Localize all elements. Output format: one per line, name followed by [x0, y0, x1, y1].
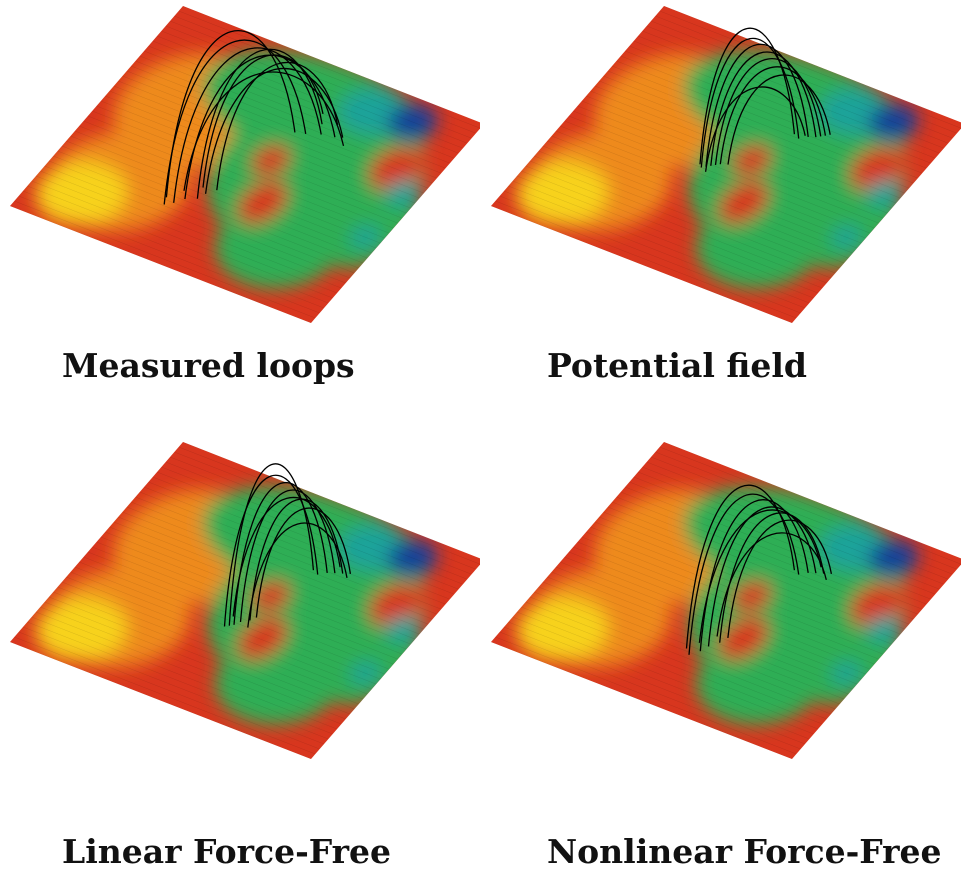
blue-region: [868, 540, 919, 576]
field-loop: [223, 474, 319, 627]
red-region: [251, 581, 290, 612]
green-region: [202, 50, 426, 171]
magnetogram-plot: [10, 442, 480, 759]
field-loop: [698, 509, 822, 643]
field-loop: [232, 496, 341, 617]
red-region: [849, 147, 905, 191]
field-loop: [183, 71, 345, 191]
surface-texture: [10, 6, 480, 323]
teal-region: [866, 179, 903, 207]
field-loop: [700, 37, 800, 168]
red-region: [237, 617, 288, 660]
teal-region: [831, 226, 861, 249]
panel-caption: Potential field: [547, 346, 807, 385]
field-loops: [223, 463, 352, 628]
field-loop: [707, 506, 817, 647]
field-loop: [173, 47, 322, 203]
red-region: [237, 181, 288, 224]
teal-region: [385, 615, 422, 643]
field-loop: [714, 58, 822, 166]
field-loop: [233, 481, 328, 625]
magnetogram-plot: [491, 6, 961, 323]
field-loops: [163, 30, 345, 205]
field-loop: [204, 68, 344, 194]
field-loop: [705, 43, 809, 167]
field-loop: [719, 512, 825, 643]
field-loop: [719, 66, 827, 165]
teal-region: [350, 226, 380, 249]
field-loops: [699, 27, 831, 172]
panel-linear-force-free: Linear Force-Free: [0, 436, 480, 871]
red-region: [368, 583, 424, 627]
field-loop: [228, 463, 315, 626]
field-regions: [516, 486, 919, 725]
panel-measured-loops: Measured loops: [0, 0, 480, 435]
orange-region: [175, 548, 234, 593]
teal-region: [385, 179, 422, 207]
field-loop: [685, 484, 796, 649]
magnetogram-plot: [10, 6, 480, 323]
red-region: [251, 145, 290, 176]
red-region: [718, 181, 769, 224]
red-region: [718, 617, 769, 660]
field-loop: [710, 51, 817, 166]
teal-region: [350, 662, 380, 685]
yellow-region: [516, 161, 609, 226]
surface-texture: [491, 442, 961, 759]
yellow-region: [35, 597, 128, 662]
panel-caption: Nonlinear Force-Free: [547, 832, 942, 871]
blue-region: [868, 104, 919, 140]
blue-region: [387, 104, 438, 140]
field-regions: [516, 50, 919, 289]
field-loop: [202, 54, 324, 188]
field-loop: [704, 86, 806, 172]
red-region: [368, 147, 424, 191]
panel-nonlinear-force-free: Nonlinear Force-Free: [481, 436, 961, 871]
panel-caption: Linear Force-Free: [62, 832, 392, 871]
red-region: [849, 583, 905, 627]
blue-region: [387, 540, 438, 576]
field-loop: [247, 522, 348, 628]
orange-region: [656, 112, 715, 157]
field-loop: [716, 532, 827, 637]
field-loop: [163, 39, 307, 205]
teal-region: [831, 662, 861, 685]
field-loop: [727, 74, 831, 165]
field-loop: [249, 498, 344, 621]
field-loop: [165, 30, 296, 198]
magnetogram-plot: [491, 442, 961, 759]
field-loop: [727, 519, 833, 638]
field-loop: [699, 27, 796, 165]
teal-region: [866, 615, 903, 643]
field-regions: [35, 50, 438, 289]
panel-caption: Measured loops: [62, 346, 355, 385]
field-loops: [685, 484, 833, 655]
red-region: [732, 145, 771, 176]
yellow-region: [35, 161, 128, 226]
green-region: [683, 486, 907, 607]
panel-potential-field: Potential field: [481, 0, 961, 435]
red-region: [732, 581, 771, 612]
yellow-region: [516, 597, 609, 662]
